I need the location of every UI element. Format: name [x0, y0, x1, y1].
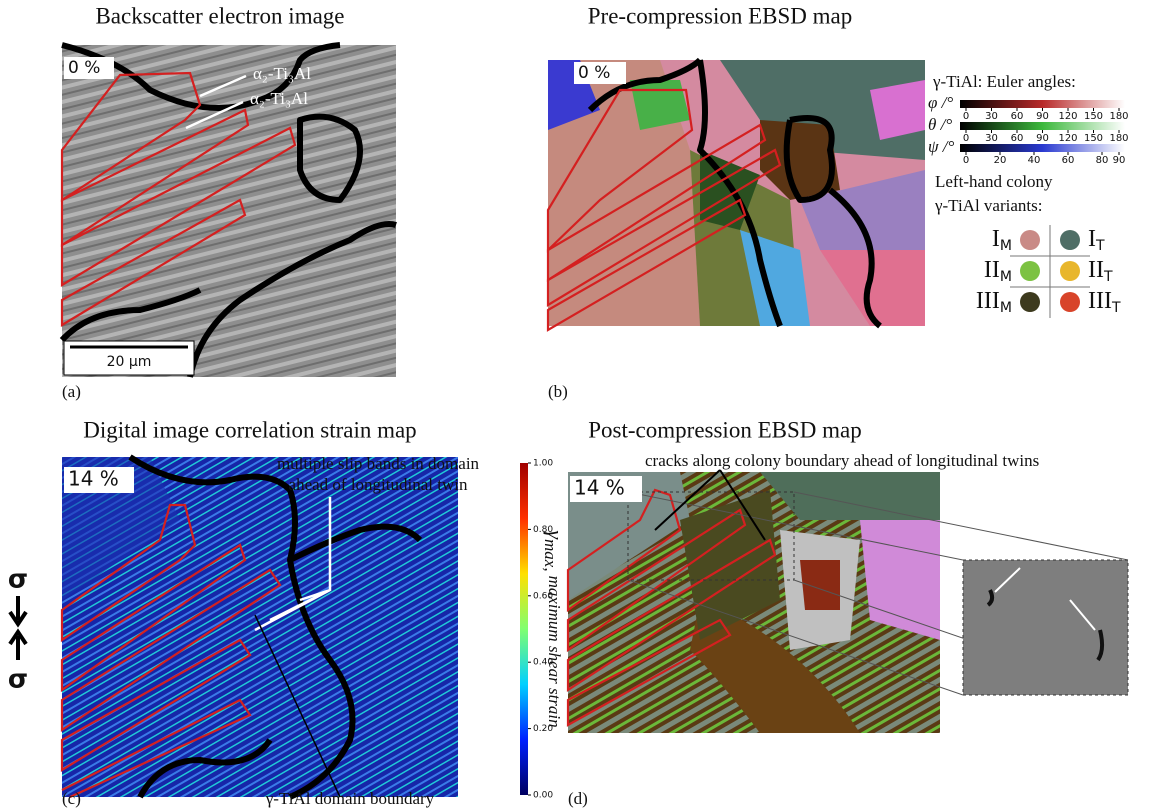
panel-label: (b)	[548, 382, 568, 401]
panel-c: Digital image correlation strain map 14 …	[8, 417, 568, 808]
variant-sub: M	[1000, 300, 1012, 316]
variant-marker	[1020, 261, 1040, 281]
figure: Backscatter electron image 0 % α₂-Ti₃Al …	[0, 0, 1153, 811]
legend-title: Left-hand colony	[935, 172, 1053, 191]
variant-sub: T	[1111, 300, 1121, 316]
legend-title: γ-TiAl variants:	[934, 196, 1042, 215]
panel-a: Backscatter electron image 0 % α₂-Ti₃Al …	[62, 3, 396, 401]
tick-label: 0	[963, 133, 969, 144]
color-scale	[960, 100, 1125, 108]
variant-base: II	[1088, 257, 1104, 283]
scale-name: φ /°	[928, 93, 953, 112]
tick-label: 0.00	[533, 791, 553, 801]
stress-symbol: σ	[8, 665, 28, 695]
panel-label: (d)	[568, 789, 588, 808]
variant-base: III	[976, 288, 1000, 314]
strain-label: 0 %	[68, 58, 100, 78]
variant-label: IM	[992, 226, 1012, 255]
tick-label: 180	[1109, 133, 1128, 144]
stress-symbol: σ	[8, 565, 28, 595]
color-scale	[960, 122, 1125, 130]
strain-label: 0 %	[578, 63, 610, 83]
panel-title: Post-compression EBSD map	[588, 417, 861, 442]
variant-base: III	[1088, 288, 1112, 314]
tick-label: 60	[1011, 133, 1024, 144]
variant-sub: M	[1000, 269, 1012, 285]
tick-label: 20	[994, 155, 1007, 166]
variant-base: I	[1088, 226, 1096, 252]
variant-label: IT	[1088, 226, 1105, 255]
annotation: α₂-Ti₃Al	[253, 64, 311, 83]
strain-label: 14 %	[68, 467, 119, 491]
arrow	[10, 632, 26, 660]
variant-label: IIIT	[1088, 288, 1121, 317]
tick-label: 1.00	[533, 459, 553, 469]
panel-label: (a)	[62, 382, 81, 401]
variant-base: I	[992, 226, 1000, 252]
tick-label: 40	[1028, 155, 1041, 166]
variant-label: IIIM	[976, 288, 1012, 317]
variant-legend: IMITIIMIITIIIMIIIT	[976, 225, 1121, 318]
variant-marker	[1060, 230, 1080, 250]
variant-marker	[1060, 261, 1080, 281]
variant-label: IIT	[1088, 257, 1113, 286]
inset	[963, 560, 1128, 695]
variant-sub: M	[1000, 238, 1012, 254]
tick-label: 120	[1058, 133, 1077, 144]
micrograph	[62, 45, 396, 377]
tick-label: 0	[963, 155, 969, 166]
tick-label: 180	[1109, 111, 1128, 122]
variant-sub: T	[1095, 238, 1105, 254]
variant-marker	[1020, 230, 1040, 250]
euler-legend: φ /° 0 30 60 90 120 150 180 θ /° 0 30 60 90 120 150 180…	[928, 93, 1129, 166]
variant-sub: T	[1103, 269, 1113, 285]
panel-title: Backscatter electron image	[95, 3, 344, 28]
variant-base: II	[984, 257, 1000, 283]
colorbar-subscript: max,	[541, 539, 560, 572]
variant-marker	[1060, 292, 1080, 312]
annotation: ahead of longitudinal twin	[289, 475, 468, 494]
panel-title: Pre-compression EBSD map	[588, 3, 852, 28]
tick-label: 0	[963, 111, 969, 122]
scale-name: θ /°	[928, 115, 952, 134]
colorbar-scale	[520, 463, 528, 795]
tick-label: 60	[1062, 155, 1075, 166]
tick-label: 150	[1084, 111, 1103, 122]
color-scale	[960, 144, 1125, 152]
strain-label: 14 %	[574, 476, 625, 500]
tick-label: 90	[1036, 133, 1049, 144]
panel-label: (c)	[62, 789, 81, 808]
scale-name: ψ /°	[928, 137, 955, 156]
panel-d: Post-compression EBSD map 14 % cracks al…	[568, 417, 1128, 808]
panel-title: Digital image correlation strain map	[83, 417, 416, 442]
variant-marker	[1020, 292, 1040, 312]
colorbar-label: γmax,maximum shear strain	[541, 530, 568, 727]
colorbar-text: maximum shear strain	[545, 576, 564, 728]
tick-label: 150	[1084, 133, 1103, 144]
tick-label: 30	[985, 111, 998, 122]
annotation: γ-TiAl domain boundary	[265, 789, 435, 808]
tick-label: 30	[985, 133, 998, 144]
arrow	[10, 596, 26, 624]
tick-label: 90	[1113, 155, 1126, 166]
scale-bar-label: 20 µm	[107, 354, 152, 370]
annotation: cracks along colony boundary ahead of lo…	[645, 451, 1039, 470]
annotation: α₂-Ti₃Al	[250, 89, 308, 108]
tick-label: 80	[1096, 155, 1109, 166]
variant-label: IIM	[984, 257, 1012, 286]
tick-label: 90	[1036, 111, 1049, 122]
tick-label: 120	[1058, 111, 1077, 122]
legend-title: γ-TiAl: Euler angles:	[932, 72, 1076, 91]
annotation: multiple slip bands in domain	[277, 454, 480, 473]
panel-b: Pre-compression EBSD map 0 % γ-TiAl: Eul…	[548, 3, 1129, 401]
tick-label: 60	[1011, 111, 1024, 122]
